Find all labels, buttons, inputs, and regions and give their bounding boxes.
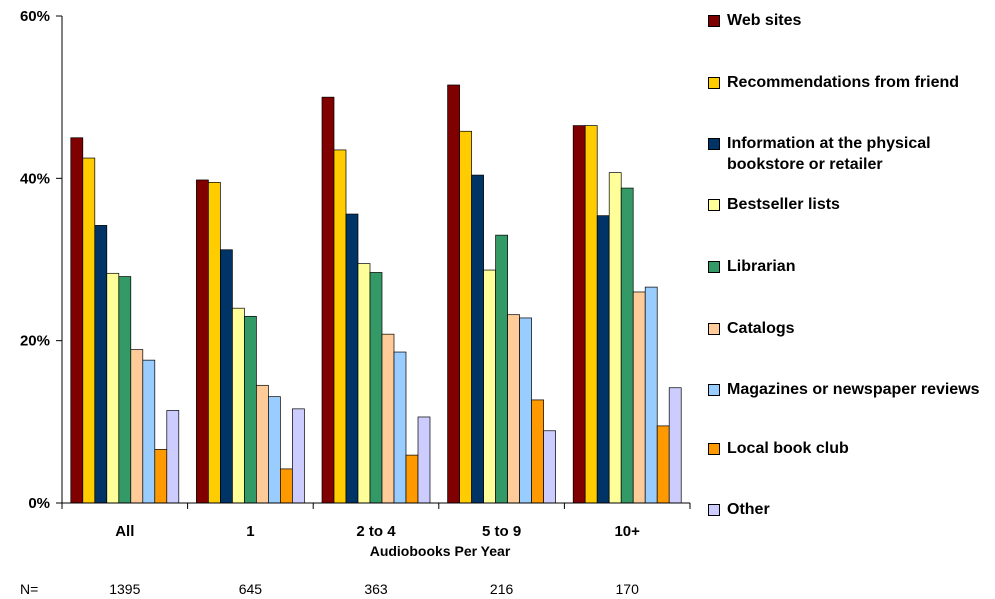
bar [644,286,658,504]
legend-label: Recommendations from friend [727,74,960,91]
bar [393,351,407,504]
bar [608,172,622,504]
bar [333,149,347,504]
legend-swatch [708,199,720,211]
bar [632,291,646,504]
bar [280,468,293,504]
bar [154,449,168,504]
bar [656,425,670,504]
category-labels: All 1 2 to 4 5 to 9 10+ [115,523,640,540]
legend-swatch [708,138,720,150]
bar [572,125,586,504]
bar [459,130,472,504]
legend-label: Web sites [727,12,802,29]
bar [531,399,544,504]
bar [244,315,257,504]
bar [118,276,132,504]
bar [208,182,221,504]
bar [405,454,419,504]
legend-label: Librarian [727,258,796,275]
bar [357,263,371,504]
bar [447,84,460,504]
n-values: 1395 645 363 216 170 [109,581,639,597]
legend-swatch [708,504,720,516]
bar [543,430,556,504]
legend-label: Local book club [727,440,849,457]
bar [471,174,484,504]
legend-swatch [708,384,720,396]
legend-swatch [708,15,720,27]
y-tick-label: 60% [20,8,50,25]
legend-label: Bestseller lists [727,196,840,213]
bar [220,249,233,504]
bar [596,215,610,504]
bar [70,137,84,504]
y-axis-ticks: 0% 20% 40% 60% [20,8,62,512]
n-value: 216 [490,581,514,597]
bar [495,234,508,504]
bar [417,416,431,504]
legend-swatch [708,443,720,455]
n-value: 645 [239,581,263,597]
bar [668,387,682,504]
bar [483,269,496,504]
bar [130,349,144,504]
legend-label: Catalogs [727,320,795,337]
bar [507,314,520,504]
x-tick-label: 5 to 9 [482,523,521,540]
x-axis-label: Audiobooks Per Year [370,543,511,559]
legend-label: Magazines or newspaper reviews [727,381,980,398]
axes [61,16,691,509]
x-tick-label: 10+ [614,523,640,540]
legend-swatch [708,77,720,89]
bar [519,317,532,504]
bar [82,157,96,504]
bar [381,333,395,504]
x-tick-label: 1 [246,523,254,540]
bar [345,213,359,504]
bar [196,179,209,504]
y-tick-label: 40% [20,170,50,187]
bar [232,307,245,504]
bar [256,384,269,504]
bar [106,272,120,504]
n-label: N= [20,581,38,597]
legend-swatch [708,323,720,335]
bar [584,125,598,504]
bar [142,359,156,504]
bar [292,408,305,504]
bar [620,187,634,504]
y-tick-label: 20% [20,333,50,350]
bar [321,96,335,504]
n-value: 363 [364,581,388,597]
bars [70,84,682,504]
y-tick-label: 0% [28,495,50,512]
bar [166,410,180,504]
x-tick-label: All [115,523,134,540]
bar [268,396,281,504]
n-value: 1395 [109,581,140,597]
bar [94,225,108,504]
legend-swatch [708,261,720,273]
legend-label: Information at the physical bookstore or… [727,135,931,173]
x-tick-label: 2 to 4 [356,523,396,540]
n-value: 170 [616,581,640,597]
bar [369,272,383,504]
legend-label: Other [727,501,770,518]
